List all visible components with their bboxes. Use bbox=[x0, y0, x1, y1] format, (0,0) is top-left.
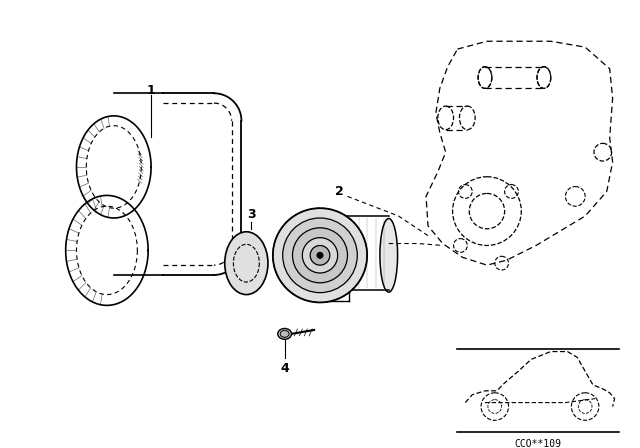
Ellipse shape bbox=[225, 232, 268, 295]
Circle shape bbox=[317, 252, 323, 258]
Circle shape bbox=[273, 208, 367, 302]
Text: 1: 1 bbox=[147, 84, 156, 97]
Text: 4: 4 bbox=[280, 362, 289, 375]
Text: 3: 3 bbox=[247, 207, 255, 220]
Ellipse shape bbox=[326, 219, 344, 292]
Circle shape bbox=[310, 246, 330, 265]
Circle shape bbox=[283, 218, 357, 293]
Ellipse shape bbox=[380, 219, 397, 292]
Text: CCO**109: CCO**109 bbox=[515, 439, 561, 448]
Circle shape bbox=[302, 237, 338, 273]
Text: 2: 2 bbox=[335, 185, 344, 198]
Circle shape bbox=[292, 228, 348, 283]
Ellipse shape bbox=[278, 328, 292, 339]
Ellipse shape bbox=[280, 331, 289, 337]
